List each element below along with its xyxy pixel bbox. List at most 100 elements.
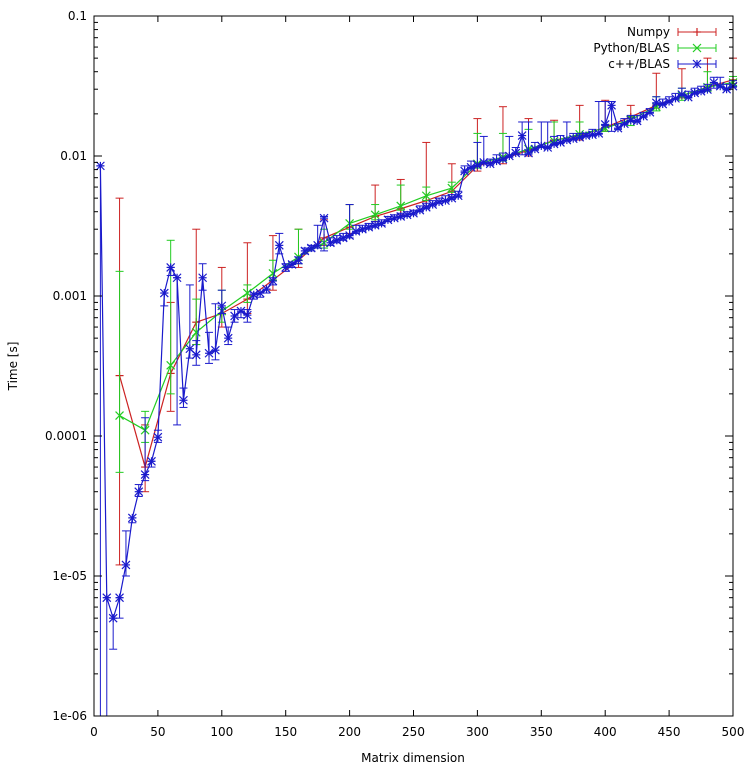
data-point [230,311,240,321]
x-tick-label: 450 [658,725,681,739]
data-point [191,350,201,360]
legend-marker [693,28,701,36]
data-point [268,276,278,286]
data-point [204,348,214,358]
y-tick-label: 0.0001 [45,429,87,443]
data-point [319,213,329,223]
legend: Numpy Python/BLAS c++/BLAS [593,25,717,71]
data-point [517,131,527,140]
data-point [159,288,169,298]
data-point [242,310,252,320]
data-point [262,284,271,294]
series-line [118,79,734,470]
data-point [607,100,617,110]
data-point [389,213,399,223]
data-point [108,613,118,623]
data-point [198,273,208,283]
data-point [166,360,176,370]
data-point [600,120,610,129]
data-point [575,132,585,142]
legend-label: c++/BLAS [608,57,670,71]
error-bar [115,270,124,473]
legend-label: Numpy [627,25,670,39]
data-point [179,395,188,405]
x-tick-label: 250 [402,725,425,739]
data-point [102,593,112,603]
data-point [217,301,227,311]
data-point [364,222,374,232]
series-0 [115,57,737,566]
data-point [249,290,259,300]
data-point [613,123,623,133]
error-bar [96,165,105,717]
x-tick-label: 300 [466,725,489,739]
data-point [396,212,406,221]
data-point [370,210,380,220]
data-point [594,128,604,138]
series-line [119,81,734,432]
data-point [370,220,380,230]
error-bar [109,617,118,650]
data-point [210,345,220,355]
x-tick-label: 100 [210,725,233,739]
data-point [690,88,700,98]
x-axis-label: Matrix dimension [361,751,465,765]
data-point [115,411,124,420]
data-point [313,240,323,250]
series-line [99,81,734,621]
data-point [511,148,521,158]
legend-label: Python/BLAS [593,41,670,55]
data-point [294,255,303,265]
y-tick-label: 0.001 [53,289,87,303]
data-point [632,116,642,126]
data-point [147,456,156,466]
data-point [466,162,476,172]
y-tick-label: 1e-06 [52,709,87,723]
data-point [351,226,361,236]
data-point [166,262,176,272]
series-1 [115,71,738,473]
data-point [134,487,144,497]
data-point [95,161,105,171]
data-point [357,224,367,234]
data-point [696,86,706,96]
x-tick-label: 350 [530,725,553,739]
y-axis-label: Time [s] [6,342,20,392]
error-bar [121,530,130,577]
series-2 [95,76,738,717]
data-point [127,513,137,523]
error-bar [173,277,182,426]
data-point [396,201,406,211]
data-point [172,273,182,283]
data-point [115,593,124,603]
y-tick-label: 0.1 [68,9,87,23]
data-point [242,288,252,298]
data-point [268,268,278,278]
data-point [345,231,355,241]
x-tick-label: 400 [594,725,617,739]
data-point [383,215,393,225]
data-point [140,470,150,480]
x-tick-label: 0 [90,725,98,739]
data-point [453,191,463,201]
error-bar [102,597,111,717]
data-point [703,85,712,95]
x-tick-label: 200 [338,725,361,739]
data-point [274,240,284,250]
data-point [645,107,655,117]
data-point [549,139,559,149]
data-point [421,191,431,201]
y-tick-label: 1e-05 [52,569,87,583]
data-point [121,560,131,570]
data-point [223,333,233,343]
legend-marker [692,59,702,69]
y-tick-label: 0.01 [60,149,87,163]
x-tick-label: 50 [150,725,165,739]
plot-area [95,57,738,717]
data-point [153,432,163,442]
data-point [447,183,457,193]
data-point [460,166,470,176]
data-point [492,156,501,166]
legend-marker [692,43,702,53]
